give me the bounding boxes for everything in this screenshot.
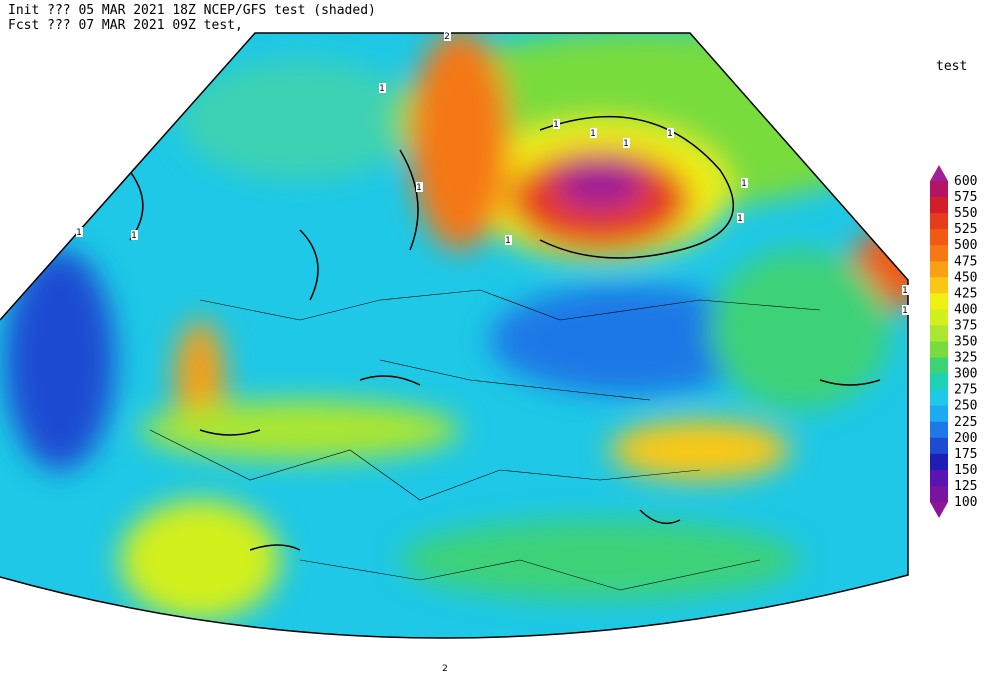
- colorbar-label: 225: [954, 415, 977, 430]
- colorbar-label: 200: [954, 431, 977, 446]
- contour-label-bg: [902, 285, 909, 295]
- colorbar-label: 375: [954, 318, 977, 333]
- colorbar-box: [930, 325, 948, 342]
- contour-label-bg: [590, 128, 597, 138]
- colorbar-label: 575: [954, 190, 977, 205]
- domain-outline: [0, 32, 909, 639]
- contour-label: 2: [444, 32, 450, 42]
- colorbar-label: 600: [954, 174, 977, 189]
- colorbar-label: 450: [954, 270, 977, 285]
- colorbar-box: [930, 485, 948, 503]
- shaded-field: [0, 33, 908, 639]
- colorbar-label: 325: [954, 351, 977, 366]
- colorbar-label: 250: [954, 399, 977, 414]
- contour-label: 2: [442, 664, 448, 674]
- colorbar-box: [930, 245, 948, 262]
- contour-label: 1: [741, 179, 747, 189]
- colorbar-end: [930, 165, 948, 181]
- colorbar-label: 425: [954, 286, 977, 301]
- colorbar-label: 125: [954, 479, 977, 494]
- colorbar-label: 175: [954, 447, 977, 462]
- contour-label-bg: [737, 213, 744, 223]
- colorbar-label: 400: [954, 302, 977, 317]
- colorbar-label: 525: [954, 222, 977, 237]
- contour-label: 1: [623, 139, 629, 149]
- colorbar-label: 550: [954, 206, 977, 221]
- contour-label-bg: [667, 128, 674, 138]
- colorbar-label: 500: [954, 238, 977, 253]
- contour-label-bg: [623, 138, 630, 148]
- contour-label: 1: [553, 120, 559, 130]
- colorbar-box: [930, 309, 948, 326]
- contour-label: 1: [379, 84, 385, 94]
- contour-label: 1: [416, 183, 422, 193]
- legend-title: test: [936, 59, 967, 74]
- contour-label: 1: [737, 214, 743, 224]
- colorbar-box: [930, 437, 948, 455]
- colorbar-box: [930, 229, 948, 246]
- contour-label-bg: [76, 227, 83, 237]
- colorbar-box: [930, 277, 948, 294]
- colorbar-label: 100: [954, 495, 977, 510]
- contour-label: 1: [590, 129, 596, 139]
- colorbar-box: [930, 389, 948, 407]
- colorbar-end: [930, 502, 948, 518]
- colorbar-label: 150: [954, 463, 977, 478]
- colorbar-box: [930, 373, 948, 391]
- colorbar-label: 350: [954, 335, 977, 350]
- contour-label: 1: [131, 231, 137, 241]
- contour-label: 1: [902, 286, 908, 296]
- contour-label-bg: [416, 182, 423, 192]
- colorbar-box: [930, 405, 948, 423]
- colorbar-box: [930, 469, 948, 487]
- colorbar-box: [930, 261, 948, 278]
- colorbar-label: 275: [954, 383, 977, 398]
- contour-label-bg: [442, 663, 449, 673]
- contour-label-bg: [505, 235, 512, 245]
- header-line: Init ??? 05 MAR 2021 18Z NCEP/GFS test (…: [8, 3, 376, 18]
- contour-label-bg: [553, 119, 560, 129]
- contour-label: 1: [76, 228, 82, 238]
- contour-label-bg: [444, 31, 451, 41]
- colorbar-box: [930, 213, 948, 230]
- contour-label: 1: [505, 236, 511, 246]
- colorbar-box: [930, 341, 948, 359]
- colorbar-label: 475: [954, 254, 977, 269]
- contour-label-bg: [131, 230, 138, 240]
- colorbar-box: [930, 293, 948, 310]
- contour-labels: 2 1 1 1 1 1 1 1 1 1 1 1 1 1 2: [76, 31, 909, 674]
- colorbar-box: [930, 181, 948, 198]
- contour-label-bg: [379, 83, 386, 93]
- contours: [119, 115, 881, 551]
- colorbar-box: [930, 197, 948, 214]
- contour-label: 1: [902, 306, 908, 316]
- contour-label: 1: [667, 129, 673, 139]
- colorbar-box: [930, 357, 948, 375]
- colorbar-box: [930, 421, 948, 439]
- borders: [149, 289, 821, 591]
- header-line: Fcst ??? 07 MAR 2021 09Z test,: [8, 18, 243, 33]
- contour-label-bg: [741, 178, 748, 188]
- colorbar-label: 300: [954, 367, 977, 382]
- colorbar-box: [930, 453, 948, 471]
- contour-label-bg: [902, 305, 909, 315]
- colorbar: 6005755505255004754504254003753503253002…: [930, 165, 977, 518]
